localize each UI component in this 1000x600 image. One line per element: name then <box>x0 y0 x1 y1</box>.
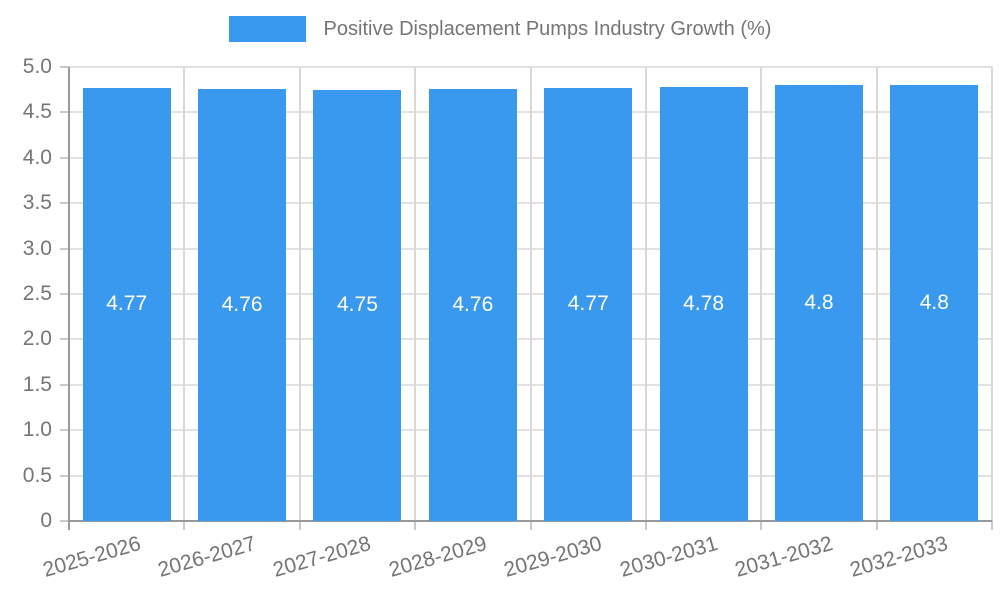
x-gridline <box>298 67 301 521</box>
y-axis-tick-label: 0 <box>40 509 52 532</box>
y-axis-tick <box>60 474 69 477</box>
x-gridline <box>760 67 763 521</box>
y-axis-tick <box>60 293 69 295</box>
x-gridline <box>414 67 417 521</box>
bar-value-label: 4.76 <box>221 292 263 316</box>
y-axis-line <box>68 67 70 530</box>
x-axis-tick <box>298 521 301 530</box>
chart-legend: Positive Displacement Pumps Industry Gro… <box>0 16 1000 42</box>
bar[interactable] <box>428 88 517 521</box>
bar-value-label: 4.77 <box>106 292 148 316</box>
y-axis-tick-label: 4.0 <box>22 145 52 169</box>
y-axis-tick-label: 1.0 <box>22 418 52 442</box>
bar-value-label: 4.76 <box>452 292 494 316</box>
x-gridline <box>991 67 993 521</box>
bar-value-label: 4.8 <box>804 291 834 315</box>
bar-value-label: 4.78 <box>683 291 724 315</box>
bar[interactable] <box>659 86 748 521</box>
bar[interactable] <box>198 88 287 521</box>
y-axis-tick-label: 2.0 <box>22 327 52 351</box>
x-axis-tick <box>991 521 993 530</box>
y-axis-tick <box>60 247 69 250</box>
x-axis-tick <box>183 521 186 530</box>
bar-value-label: 4.75 <box>337 293 378 317</box>
y-axis-tick-label: 0.5 <box>22 463 52 487</box>
y-axis-tick <box>60 202 69 205</box>
y-axis-tick <box>60 520 69 522</box>
y-axis-tick-label: 5.0 <box>22 55 52 78</box>
y-axis-tick <box>60 338 69 341</box>
y-axis-tick-label: 3.5 <box>22 191 52 215</box>
x-axis-tick <box>760 521 763 530</box>
bar[interactable] <box>313 89 402 521</box>
y-axis-tick <box>60 429 69 432</box>
y-axis-tick-label: 4.5 <box>22 100 52 124</box>
y-axis-tick-label: 2.5 <box>22 282 52 305</box>
bar-value-label: 4.8 <box>919 291 949 315</box>
x-gridline <box>644 67 647 521</box>
legend-label[interactable]: Positive Displacement Pumps Industry Gro… <box>323 18 772 40</box>
bar[interactable] <box>82 87 171 521</box>
bar[interactable] <box>890 85 979 521</box>
x-axis-tick <box>414 521 417 530</box>
bar-value-label: 4.77 <box>567 292 609 316</box>
x-gridline <box>875 67 878 521</box>
x-axis-tick <box>529 521 532 530</box>
y-axis-tick-label: 1.5 <box>22 372 52 396</box>
x-axis-line <box>69 520 992 522</box>
x-gridline <box>183 67 186 521</box>
bar[interactable] <box>774 85 863 521</box>
y-axis-tick <box>60 66 69 68</box>
y-axis-tick <box>60 111 69 114</box>
y-axis-tick <box>60 156 69 159</box>
y-axis-tick <box>60 383 69 386</box>
legend-swatch-icon[interactable] <box>228 16 306 42</box>
x-gridline <box>529 67 532 521</box>
bar[interactable] <box>544 87 633 521</box>
y-axis-tick-label: 3.0 <box>22 236 52 260</box>
x-axis-tick <box>644 521 647 530</box>
x-axis-tick <box>875 521 878 530</box>
